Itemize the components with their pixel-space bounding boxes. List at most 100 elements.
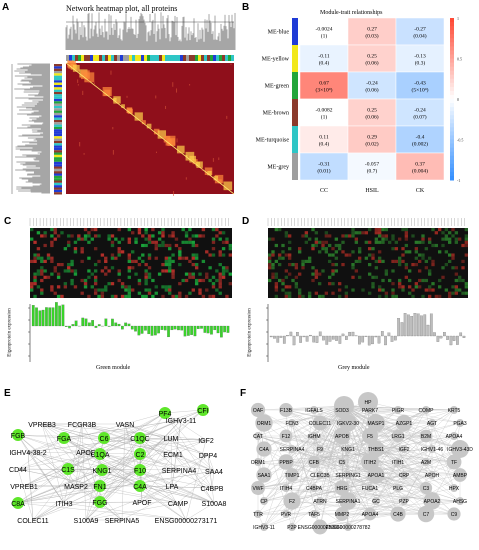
heatmap-cell (318, 282, 322, 286)
heatmap-cell (178, 282, 182, 286)
colorbar-cell (153, 55, 156, 61)
heatmap-cell (127, 259, 131, 263)
network-node (450, 432, 458, 440)
eigenprotein-bar (410, 316, 414, 337)
eigenprotein-bar (167, 325, 170, 338)
network-edge (172, 453, 215, 472)
heatmap-cell (274, 282, 278, 286)
heatmap-cell (331, 272, 335, 276)
heatmap-cell (374, 266, 378, 270)
heatmap-cell (117, 269, 121, 273)
heatmap-cell (141, 234, 145, 238)
heatmap-cell (30, 282, 34, 286)
network-edge (347, 474, 427, 515)
heatmap-cell (93, 278, 98, 283)
heatmap-cell (438, 228, 442, 232)
heatmap-cell (358, 250, 362, 254)
scale-bar-segment (450, 163, 454, 169)
heatmap-cell (388, 278, 392, 283)
heatmap-cell (341, 234, 345, 238)
colorbar-cell (207, 55, 210, 61)
colorbar-cell (135, 55, 138, 61)
heatmap-cell (56, 285, 61, 289)
network-node-label: A2M (421, 460, 431, 466)
heatmap-cell (408, 278, 412, 283)
correlation-cell (395, 71, 445, 100)
colorbar-cell (54, 64, 62, 67)
heatmap-cell (117, 228, 121, 232)
eigenprotein-bar (312, 335, 316, 343)
heatmap-cell (378, 250, 382, 254)
eigenprotein-bar (358, 335, 361, 345)
heatmap-cell (107, 237, 111, 241)
network-edge (27, 423, 126, 453)
matrix-block (213, 175, 219, 181)
heatmap-cell (30, 259, 34, 263)
matrix-speck (77, 84, 79, 86)
p-value: (1) (321, 114, 328, 121)
heatmap-cell (178, 256, 182, 260)
network-edge (17, 485, 77, 504)
network-edge (27, 451, 215, 504)
colorbar-cell (54, 136, 62, 139)
colorbar-cell (123, 55, 126, 61)
heatmap-cell (228, 253, 232, 257)
heatmap-cell (304, 231, 308, 235)
network-node (419, 429, 433, 443)
network-node-label: ITIH4 (280, 486, 292, 492)
network-edge (85, 451, 101, 503)
colorbar-cell (96, 55, 99, 61)
heatmap-cell (191, 263, 195, 267)
network-node (344, 523, 352, 531)
network-edge (177, 502, 187, 521)
network-edge (32, 454, 209, 521)
heatmap-cell (174, 237, 179, 241)
correlation-cell (299, 71, 349, 100)
heatmap-cell (444, 228, 448, 232)
heatmap-cell (371, 275, 375, 279)
correlation-cell (395, 125, 445, 154)
network-node-label: VPREB1 (10, 484, 38, 491)
heatmap-cell (80, 259, 84, 263)
network-node-label: IGHV3-11 (166, 418, 197, 425)
heatmap-cell (188, 259, 192, 263)
heatmap-cell (43, 269, 47, 273)
heatmap-cell (391, 234, 395, 238)
heatmap-cell (398, 278, 402, 283)
network-edge (375, 435, 427, 502)
eigenprotein-bar (41, 309, 45, 327)
heatmap-cell (73, 272, 78, 276)
matrix-block (134, 112, 143, 121)
scale-bar-segment (450, 26, 454, 31)
matrix-speck (212, 158, 214, 162)
heatmap-cell (328, 243, 332, 248)
heatmap-cell (288, 256, 292, 260)
heatmap-cell (284, 231, 288, 235)
colorbar-cell (54, 124, 62, 127)
colorbar-cell (171, 55, 174, 61)
network-edge (263, 405, 345, 476)
heatmap-cell (188, 237, 192, 241)
heatmap-cell (378, 240, 382, 244)
heatmap-cell (268, 237, 272, 241)
heatmap-cell (36, 272, 41, 276)
correlation-cell (395, 152, 445, 181)
p-value: (0.4) (319, 60, 330, 67)
heatmap-cell (73, 285, 78, 289)
heatmap-cell (454, 231, 458, 235)
heatmap-cell (188, 272, 192, 276)
heatmap-cell (301, 266, 305, 270)
network-edge (431, 422, 455, 463)
heatmap-cell (351, 266, 355, 270)
heatmap-cell (434, 294, 438, 298)
heatmap-cell (127, 294, 131, 298)
heatmap-cell (354, 259, 358, 263)
heatmap-cell (378, 231, 382, 235)
network-node (358, 392, 378, 412)
heatmap-cell (117, 250, 121, 254)
colorbar-cell (54, 182, 62, 186)
heatmap-cell (144, 288, 148, 292)
network-node (339, 492, 357, 510)
heatmap-cell (441, 237, 445, 241)
heatmap-cell (198, 278, 202, 283)
